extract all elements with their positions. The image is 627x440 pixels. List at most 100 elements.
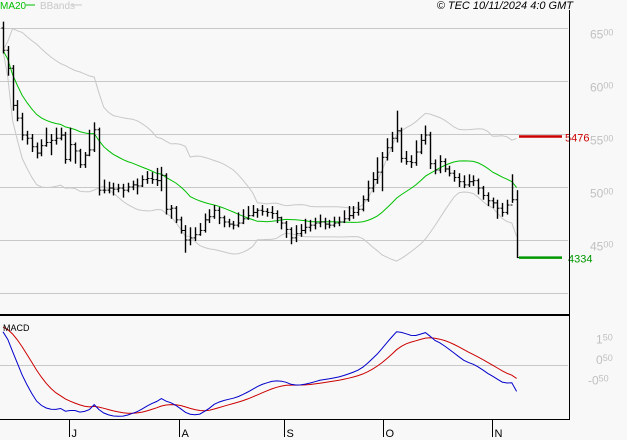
ohlc-bar — [59, 127, 64, 141]
ohlc-bar — [318, 214, 323, 228]
macd-signal-line — [2, 326, 517, 414]
ohlc-bar — [150, 172, 155, 184]
ohlc-bar — [44, 127, 49, 147]
ohlc-bar — [222, 215, 227, 228]
ohlc-bar — [476, 178, 481, 195]
ohlc-bar — [265, 208, 270, 217]
ohlc-bar — [399, 127, 404, 163]
ohlc-bar — [236, 212, 241, 228]
x-tick-label: J — [72, 428, 78, 440]
ohlc-bar — [1, 21, 6, 54]
macd-line — [2, 331, 518, 417]
ohlc-bar — [313, 217, 318, 230]
level-label: 5476 — [565, 133, 589, 145]
ohlc-bar — [303, 218, 308, 234]
ohlc-bar — [428, 131, 433, 169]
macd-tick-label: 050 — [596, 353, 613, 367]
ohlc-bar — [505, 199, 510, 215]
ohlc-bar — [356, 201, 361, 216]
ohlc-bar — [193, 227, 198, 242]
ohlc-bar — [164, 173, 169, 215]
ohlc-bar — [395, 110, 400, 143]
price-tick-label: 6500 — [590, 28, 613, 42]
ohlc-bar — [457, 173, 462, 187]
bollinger-bands — [2, 28, 518, 262]
ohlc-bar — [323, 217, 328, 230]
ohlc-bar — [380, 152, 385, 192]
ohlc-bar — [366, 180, 371, 202]
ohlc-bar — [207, 209, 212, 224]
ohlc-bar — [342, 210, 347, 224]
axes: 6500 6000 5500 5000 4500 150 050 -050 J A S O N — [0, 10, 613, 440]
ohlc-bar — [423, 125, 428, 145]
ohlc-bar — [174, 206, 179, 224]
bband-lower — [2, 50, 518, 262]
ohlc-bar — [6, 46, 11, 76]
price-tick-label: 4500 — [590, 240, 613, 254]
ohlc-bar — [471, 175, 476, 186]
ohlc-bar — [327, 219, 332, 229]
ohlc-bar — [159, 166, 164, 192]
ohlc-bar — [275, 210, 280, 224]
ohlc-bar — [375, 157, 380, 184]
ma20-path — [2, 50, 517, 223]
ohlc-bar — [54, 127, 59, 145]
ohlc-bar — [241, 209, 246, 225]
x-tick-label: S — [287, 428, 294, 440]
ohlc-bar — [35, 142, 40, 159]
level-label: 4334 — [568, 254, 592, 266]
x-tick-label: O — [386, 428, 395, 440]
ohlc-bar — [481, 185, 486, 200]
ohlc-bar — [515, 190, 520, 259]
ohlc-bar — [183, 225, 188, 253]
ohlc-bar — [73, 142, 78, 164]
ohlc-bar — [337, 216, 342, 227]
copyright-timestamp: © TEC 10/11/2024 4:0 GMT — [437, 0, 575, 12]
ohlc-bar — [443, 158, 448, 173]
ohlc-bar — [25, 130, 30, 145]
price-tick-label: 5500 — [590, 134, 613, 148]
ohlc-bar — [87, 129, 92, 157]
ohlc-bar — [246, 206, 251, 220]
price-bars — [1, 21, 520, 259]
ohlc-bar — [179, 216, 184, 234]
ohlc-bar — [270, 206, 275, 219]
ohlc-bar — [289, 227, 294, 245]
price-tick-label: 5000 — [590, 187, 613, 201]
ohlc-bar — [49, 134, 54, 156]
ohlc-bar — [486, 192, 491, 207]
ohlc-bar — [11, 65, 16, 111]
ohlc-bar — [231, 220, 236, 230]
ohlc-bar — [68, 127, 73, 162]
ohlc-bar — [102, 179, 107, 194]
ohlc-bar — [500, 202, 505, 217]
ohlc-bar — [462, 175, 467, 189]
legend-bbands: BBands — [40, 1, 75, 12]
ohlc-bar — [63, 131, 68, 164]
ohlc-bar — [414, 140, 419, 166]
ohlc-bar — [438, 155, 443, 174]
price-levels: 5476 4334 — [519, 133, 592, 266]
ohlc-bar — [299, 224, 304, 237]
ohlc-bar — [107, 181, 112, 194]
ohlc-bar — [15, 100, 20, 122]
ohlc-bar — [39, 139, 44, 157]
ohlc-bar — [255, 208, 260, 218]
ohlc-bar — [260, 205, 265, 216]
bband-upper — [2, 28, 517, 209]
ohlc-bar — [361, 195, 366, 212]
ohlc-bar — [495, 199, 500, 219]
ma20-line — [2, 50, 517, 223]
macd-label: MACD — [3, 323, 30, 333]
ohlc-bar — [447, 165, 452, 177]
x-tick-label: A — [182, 428, 190, 440]
ohlc-bar — [92, 122, 97, 153]
ohlc-bar — [121, 183, 126, 198]
ohlc-bar — [145, 171, 150, 184]
ohlc-bar — [111, 182, 116, 196]
ohlc-bar — [203, 213, 208, 233]
ohlc-bar — [227, 218, 232, 228]
ohlc-bar — [83, 152, 88, 168]
ohlc-bar — [452, 170, 457, 182]
